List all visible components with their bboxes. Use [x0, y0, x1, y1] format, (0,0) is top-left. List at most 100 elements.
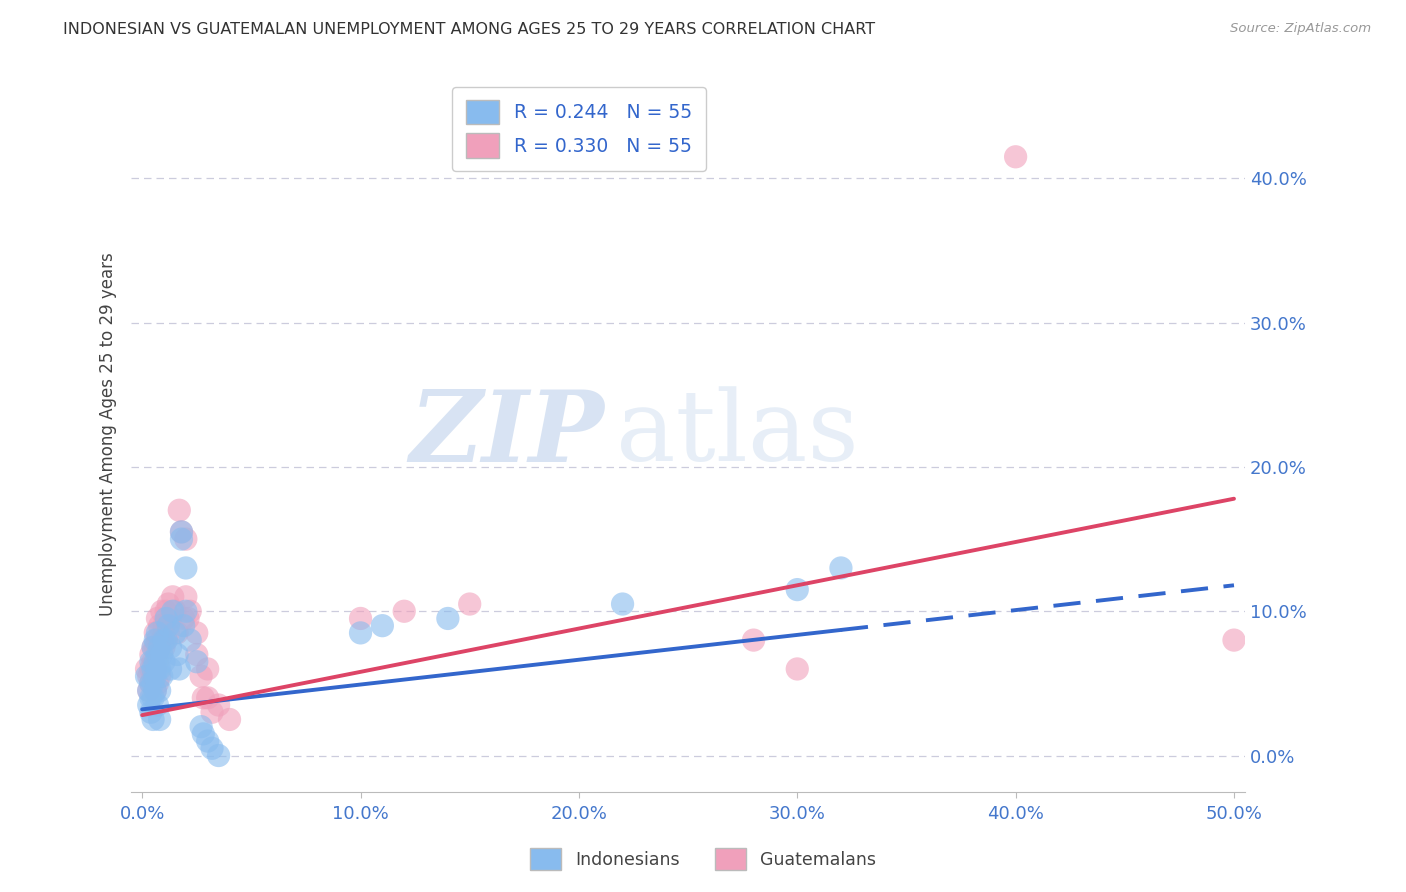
Point [162, 590, 184, 604]
Point [142, 713, 165, 727]
Point [149, 669, 172, 683]
Point [142, 676, 165, 690]
Point [149, 640, 172, 655]
Point [349, 626, 371, 640]
Point [179, 604, 201, 618]
Point [150, 669, 173, 683]
Point [207, 748, 229, 763]
Point [170, 524, 193, 539]
Y-axis label: Unemployment Among Ages 25 to 29 years: Unemployment Among Ages 25 to 29 years [100, 252, 117, 616]
Point [163, 604, 186, 618]
Point [1223, 633, 1246, 648]
Point [143, 626, 166, 640]
Point [139, 648, 162, 662]
Point [157, 626, 180, 640]
Point [197, 734, 219, 748]
Point [163, 626, 186, 640]
Point [146, 633, 169, 648]
Point [197, 690, 219, 705]
Point [146, 662, 169, 676]
Point [135, 669, 157, 683]
Text: ZIP: ZIP [409, 386, 605, 483]
Point [155, 633, 177, 648]
Point [143, 640, 166, 655]
Point [138, 683, 160, 698]
Point [612, 597, 634, 611]
Point [146, 626, 169, 640]
Point [149, 640, 172, 655]
Point [142, 655, 165, 669]
Point [155, 611, 177, 625]
Point [174, 604, 197, 618]
Point [166, 626, 188, 640]
Point [146, 648, 169, 662]
Point [157, 597, 180, 611]
Point [150, 604, 173, 618]
Point [190, 669, 212, 683]
Point [150, 633, 173, 648]
Point [155, 604, 177, 618]
Point [207, 698, 229, 712]
Point [149, 618, 172, 632]
Point [146, 611, 169, 625]
Point [786, 582, 808, 597]
Point [139, 662, 162, 676]
Point [371, 618, 394, 632]
Point [143, 655, 166, 669]
Point [139, 676, 162, 690]
Point [437, 611, 460, 625]
Point [190, 720, 212, 734]
Point [159, 640, 181, 655]
Point [830, 561, 852, 575]
Text: Source: ZipAtlas.com: Source: ZipAtlas.com [1230, 22, 1371, 36]
Point [143, 683, 166, 698]
Point [186, 648, 208, 662]
Point [149, 662, 172, 676]
Point [142, 640, 165, 655]
Point [143, 662, 166, 676]
Point [146, 698, 169, 712]
Point [170, 524, 193, 539]
Point [162, 604, 184, 618]
Point [159, 611, 181, 625]
Point [142, 662, 165, 676]
Point [786, 662, 808, 676]
Point [142, 690, 165, 705]
Point [173, 618, 195, 632]
Point [186, 626, 208, 640]
Point [146, 655, 169, 669]
Point [139, 705, 162, 719]
Point [169, 662, 191, 676]
Point [139, 676, 162, 690]
Text: INDONESIAN VS GUATEMALAN UNEMPLOYMENT AMONG AGES 25 TO 29 YEARS CORRELATION CHAR: INDONESIAN VS GUATEMALAN UNEMPLOYMENT AM… [63, 22, 876, 37]
Point [138, 698, 160, 712]
Point [142, 640, 165, 655]
Point [150, 648, 173, 662]
Point [218, 713, 240, 727]
Point [166, 648, 188, 662]
Point [177, 611, 200, 625]
Point [139, 655, 162, 669]
Point [153, 618, 176, 632]
Point [139, 690, 162, 705]
Point [142, 669, 165, 683]
Point [349, 611, 371, 625]
Point [174, 590, 197, 604]
Point [153, 633, 176, 648]
Point [170, 532, 193, 546]
Point [174, 532, 197, 546]
Point [201, 705, 224, 719]
Point [146, 676, 169, 690]
Point [143, 633, 166, 648]
Point [153, 640, 176, 655]
Point [186, 655, 208, 669]
Legend: R = 0.244   N = 55, R = 0.330   N = 55: R = 0.244 N = 55, R = 0.330 N = 55 [453, 87, 706, 170]
Point [135, 662, 157, 676]
Point [1004, 150, 1026, 164]
Point [149, 713, 172, 727]
Point [193, 690, 215, 705]
Point [742, 633, 765, 648]
Point [392, 604, 415, 618]
Point [179, 633, 201, 648]
Point [138, 669, 160, 683]
